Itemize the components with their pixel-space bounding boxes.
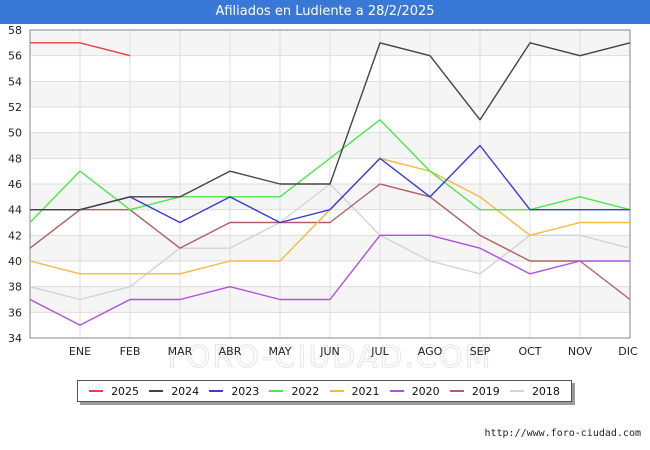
y-tick-label: 48 — [8, 152, 22, 165]
legend-swatch — [89, 390, 104, 392]
legend-swatch — [209, 390, 224, 392]
y-tick-label: 42 — [8, 229, 22, 242]
legend-label: 2020 — [411, 384, 440, 398]
x-tick-label: SEP — [470, 345, 491, 358]
y-tick-label: 50 — [8, 127, 22, 140]
legend-label: 2025 — [111, 384, 140, 398]
legend-item-2018: 2018 — [509, 384, 560, 398]
x-tick-label: MAY — [269, 345, 292, 358]
y-axis-ticks: 34 36 38 40 42 44 46 48 50 52 54 56 58 — [8, 24, 22, 345]
legend-swatch — [449, 390, 464, 392]
legend-item-2022: 2022 — [269, 385, 319, 398]
x-tick-label: NOV — [568, 345, 593, 358]
series-line-2024 — [30, 42, 631, 211]
x-tick-label: JUN — [319, 345, 340, 358]
x-tick-label: MAR — [168, 345, 193, 358]
legend-swatch — [329, 390, 344, 392]
y-tick-label: 54 — [8, 75, 22, 88]
x-tick-label: AGO — [418, 345, 443, 358]
legend-item-2024: 2024 — [149, 385, 199, 398]
legend-item-2019: 2019 — [449, 384, 500, 398]
x-tick-label: JUL — [370, 345, 389, 358]
x-axis-ticks: ENE FEB MAR ABR MAY JUN JUL AGO SEP OCT NOV DIC — [69, 345, 638, 358]
legend-label: 2024 — [171, 384, 200, 398]
legend-label: 2019 — [471, 384, 500, 398]
legend-swatch — [389, 390, 404, 392]
x-tick-label: ENE — [69, 345, 91, 358]
legend-label: 2018 — [531, 384, 560, 398]
legend-item-2025: 2025 — [89, 385, 139, 398]
legend: 2025 2024 2023 2022 2021 2020 2019 2018 — [77, 380, 572, 402]
legend-item-2020: 2020 — [389, 384, 440, 398]
series-line-2020 — [29, 234, 630, 326]
y-tick-label: 34 — [8, 332, 22, 345]
x-tick-label: OCT — [518, 345, 541, 358]
source-url: http://www.foro-ciudad.com — [484, 428, 641, 439]
legend-swatch — [269, 390, 284, 392]
y-tick-label: 52 — [8, 101, 22, 114]
y-tick-label: 44 — [8, 204, 22, 217]
legend-label: 2023 — [231, 384, 260, 398]
legend-item-2021: 2021 — [329, 384, 380, 398]
legend-item-2023: 2023 — [209, 385, 259, 398]
y-tick-label: 56 — [8, 50, 22, 63]
series-lines — [29, 42, 631, 326]
x-tick-label: FEB — [120, 345, 141, 358]
y-tick-label: 58 — [8, 24, 22, 37]
x-tick-label: ABR — [219, 345, 242, 358]
legend-swatch — [509, 390, 524, 392]
series-line-2025 — [30, 42, 131, 57]
chart-title: Afiliados en Ludiente a 28/2/2025 — [0, 0, 650, 24]
x-tick-label: DIC — [618, 345, 638, 358]
plot-border — [29, 29, 631, 339]
y-tick-label: 46 — [8, 178, 22, 191]
y-tick-label: 40 — [8, 255, 22, 268]
watermark: FORO-CIUDAD.COM — [168, 340, 493, 375]
legend-swatch — [149, 390, 164, 392]
legend-label: 2022 — [291, 384, 320, 398]
legend-label: 2021 — [351, 384, 380, 398]
y-tick-label: 36 — [8, 306, 22, 319]
y-tick-label: 38 — [8, 281, 22, 294]
